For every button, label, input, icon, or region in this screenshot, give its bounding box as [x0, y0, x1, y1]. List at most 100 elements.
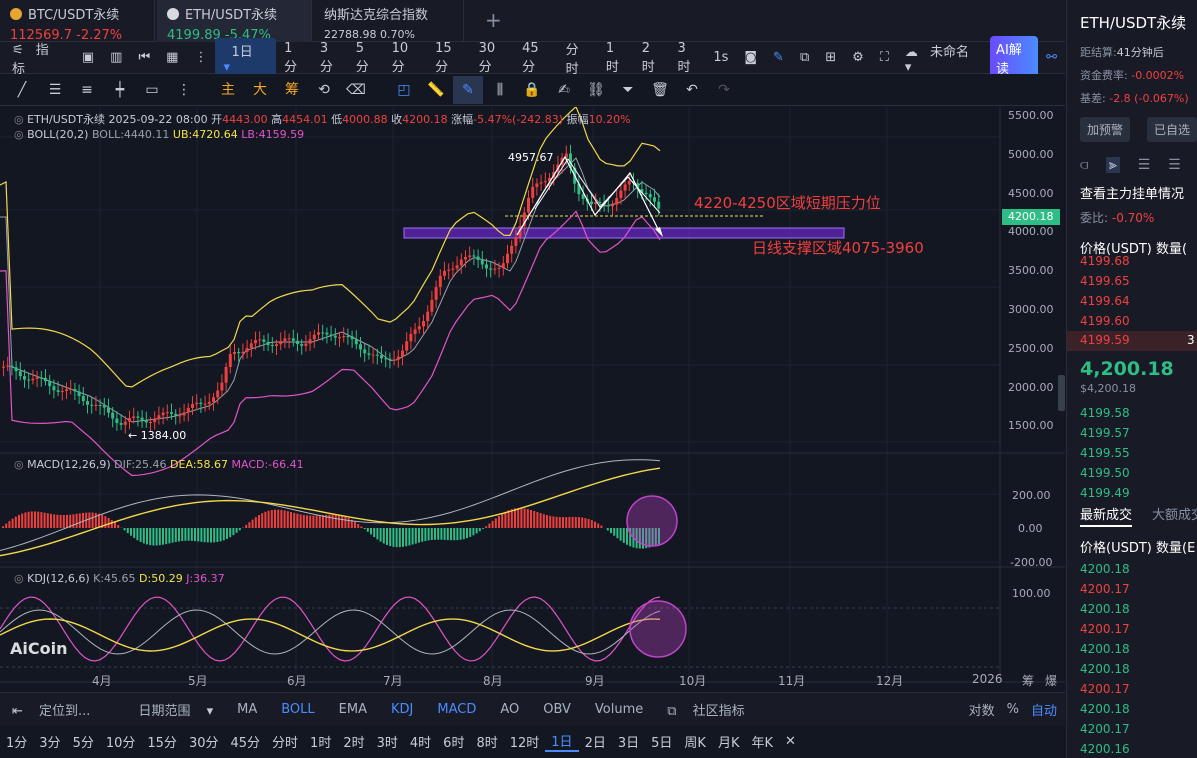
add-alert-button[interactable]: 加预警	[1080, 117, 1131, 142]
filter-icon[interactable]: ⏷	[622, 82, 634, 98]
timeframe-21[interactable]: 年K	[751, 736, 773, 751]
timeframe-14[interactable]: 12时	[509, 736, 540, 751]
grid-icon[interactable]: ▦	[166, 50, 179, 65]
share-icon[interactable]: ⚯	[1046, 50, 1058, 65]
timeframe-15[interactable]: 1日	[545, 731, 579, 752]
tab-nasdaq[interactable]: 纳斯达克综合指数 22788.98 0.70%	[314, 0, 464, 42]
sec-toggle[interactable]: 1s	[713, 50, 729, 65]
settings-icon[interactable]: ⚙	[852, 50, 864, 65]
add-tab-button[interactable]: +	[485, 8, 502, 32]
interval-3m[interactable]: 3分	[319, 40, 333, 75]
tab-eth[interactable]: ETH/USDT永续 4199.89 -5.47%	[157, 0, 312, 43]
tab-big-trades[interactable]: 大额成交	[1152, 508, 1197, 523]
interval-5m[interactable]: 5分	[355, 40, 369, 75]
link-icon[interactable]: ⛓	[587, 82, 605, 98]
big-button[interactable]: 大	[253, 82, 267, 98]
camera-icon[interactable]: ◙	[744, 50, 758, 65]
chart-area[interactable]: ◎ ETH/USDT永续 2025-09-22 08:00 开4443.00 高…	[0, 107, 1065, 692]
more-tools-icon[interactable]: ⋮	[177, 82, 191, 98]
candle-icon[interactable]: ⫼	[496, 82, 504, 98]
eye-icon[interactable]: ◎	[14, 572, 24, 585]
timeframe-13[interactable]: 8时	[476, 736, 498, 751]
community-button[interactable]: ⧉ 社区指标	[655, 700, 768, 719]
ind-ao[interactable]: AO	[500, 701, 520, 717]
eye-icon[interactable]: ◎	[14, 128, 24, 141]
share-window-icon[interactable]: ⧉	[799, 50, 810, 65]
sync-icon[interactable]: ⟲	[318, 82, 330, 98]
locate-button[interactable]: ⇤ 定位到...	[0, 700, 114, 719]
depth-icon[interactable]: ⫸	[1106, 157, 1120, 173]
chart-canvas[interactable]	[0, 107, 1065, 692]
edit-note-icon[interactable]: ✍	[558, 82, 570, 98]
timeframe-20[interactable]: 月K	[717, 736, 740, 751]
eye-icon[interactable]: ◎	[14, 113, 24, 126]
ind-macd[interactable]: MACD	[437, 701, 477, 717]
timeframe-19[interactable]: 周K	[684, 736, 706, 751]
book-icon[interactable]: ⫏	[1080, 157, 1089, 173]
indicator-button[interactable]: ⚟ 指标	[12, 42, 49, 77]
timeframe-1[interactable]: 3分	[39, 736, 61, 751]
timeframe-10[interactable]: 3时	[376, 736, 398, 751]
timeframe-0[interactable]: 1分	[6, 736, 28, 751]
layout-icon[interactable]: ▥	[110, 50, 123, 65]
auto-toggle[interactable]: 自动	[1030, 703, 1057, 719]
interval-3h[interactable]: 3时	[677, 40, 691, 75]
timeframe-17[interactable]: 3日	[617, 736, 640, 751]
macd-name[interactable]: MACD(12,26,9)	[27, 458, 111, 471]
timeframe-12[interactable]: 6时	[443, 736, 465, 751]
tab-btc[interactable]: BTC/USDT永续 112569.7 -2.27%	[0, 0, 155, 43]
ind-kdj[interactable]: KDJ	[390, 701, 414, 717]
crossline-icon[interactable]: ┿	[115, 82, 125, 98]
ai-button[interactable]: AI解读	[990, 35, 1039, 80]
rect-icon[interactable]: ▭	[145, 82, 159, 98]
fullscreen-icon[interactable]: ⛶	[879, 50, 889, 65]
parallel-icon[interactable]: ☰	[48, 82, 62, 98]
layout-name[interactable]: ☁ 未命名 ▾	[897, 41, 990, 75]
ind-ema[interactable]: EMA	[338, 701, 367, 717]
replay-icon[interactable]: ⏮	[138, 50, 151, 65]
lock-icon[interactable]: 🔒	[523, 82, 541, 98]
timeframe-9[interactable]: 2时	[343, 736, 365, 751]
chip-button[interactable]: 筹	[285, 82, 299, 98]
compare-icon[interactable]: ⊞	[825, 50, 837, 65]
burst-label[interactable]: 爆	[1045, 674, 1058, 688]
chip-label[interactable]: 筹	[1022, 674, 1035, 688]
close-icon[interactable]: ✕	[785, 734, 796, 749]
ind-ma[interactable]: MA	[237, 701, 258, 717]
favorite-button[interactable]: 已自选	[1147, 117, 1197, 142]
interval-15m[interactable]: 15分	[435, 40, 452, 75]
timeframe-6[interactable]: 45分	[230, 736, 261, 751]
interval-tick[interactable]: 分时	[565, 42, 579, 77]
date-range-button[interactable]: 日期范围 ▾	[114, 700, 225, 719]
log-toggle[interactable]: 对数	[968, 703, 995, 719]
interval-selected[interactable]: 1日 ▾	[215, 37, 277, 78]
pen-icon[interactable]: ✎	[773, 50, 784, 65]
interval-10m[interactable]: 10分	[391, 40, 409, 75]
undo-icon[interactable]: ↶	[686, 82, 698, 98]
interval-45m[interactable]: 45分	[522, 40, 539, 75]
trash-icon[interactable]: 🗑	[651, 82, 669, 98]
interval-1m[interactable]: 1分	[284, 40, 298, 75]
trendline-icon[interactable]: ╱	[17, 82, 27, 98]
timeframe-8[interactable]: 1时	[310, 736, 332, 751]
timeframe-4[interactable]: 15分	[147, 736, 177, 751]
eraser-icon[interactable]: ⌫	[346, 82, 366, 98]
bids-icon[interactable]: ☰	[1137, 157, 1151, 173]
interval-30m[interactable]: 30分	[478, 40, 496, 75]
ind-volume[interactable]: Volume	[594, 701, 644, 717]
magnet-icon[interactable]: ◰	[397, 82, 411, 98]
more-icon[interactable]: ⋮	[194, 50, 208, 65]
boll-name[interactable]: BOLL(20,2)	[27, 128, 89, 141]
pct-toggle[interactable]: %	[1006, 701, 1019, 717]
timeframe-7[interactable]: 分时	[272, 736, 299, 751]
interval-1h[interactable]: 1时	[605, 40, 619, 75]
main-button[interactable]: 主	[221, 82, 235, 98]
ind-obv[interactable]: OBV	[543, 701, 571, 717]
timeframe-11[interactable]: 4时	[409, 736, 432, 751]
ind-boll[interactable]: BOLL	[281, 701, 315, 717]
timeframe-5[interactable]: 30分	[188, 736, 219, 751]
calendar-icon[interactable]: ▣	[81, 50, 95, 65]
eye-icon[interactable]: ◎	[14, 458, 24, 471]
depth-title[interactable]: 查看主力挂单情况	[1080, 187, 1185, 202]
hline-icon[interactable]: ≡	[81, 82, 93, 98]
